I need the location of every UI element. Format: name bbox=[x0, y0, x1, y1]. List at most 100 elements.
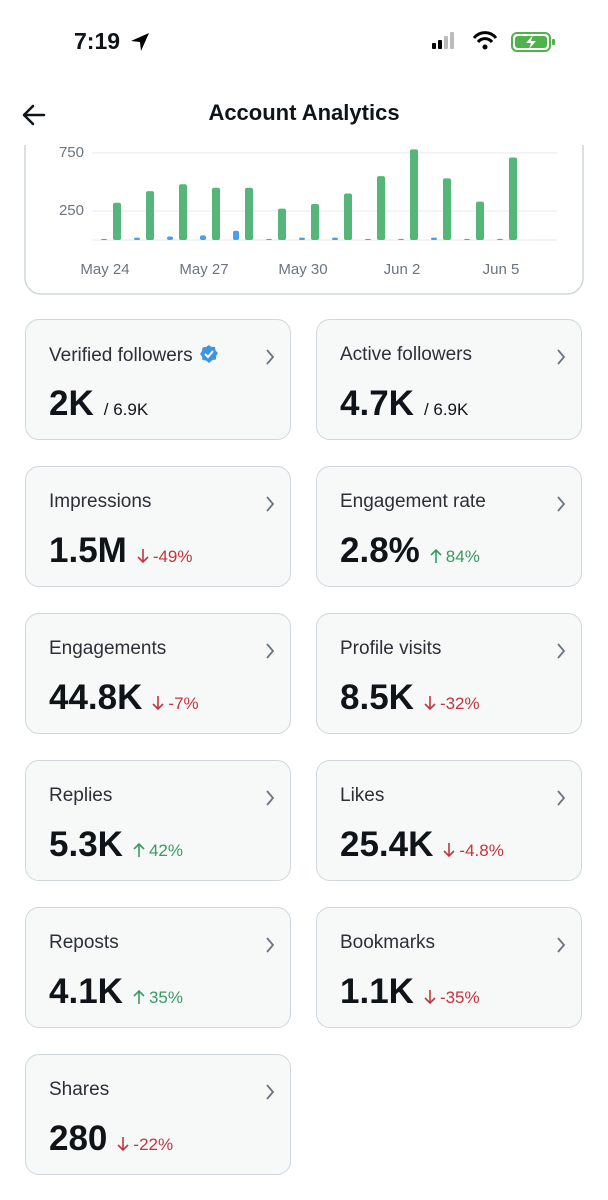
chevron bbox=[264, 1083, 276, 1106]
chevron-icon bbox=[266, 790, 275, 806]
chevron bbox=[555, 495, 567, 518]
metric-card[interactable]: Profile visits 8.5K -32% bbox=[316, 613, 582, 734]
chevron bbox=[555, 936, 567, 959]
bar bbox=[344, 193, 352, 240]
status-time: 7:19 bbox=[74, 28, 121, 54]
metric-value-row: 1.5M -49% bbox=[49, 531, 193, 571]
bar bbox=[377, 176, 385, 240]
chevron-icon bbox=[266, 1084, 275, 1100]
metric-label-text: Engagement rate bbox=[340, 491, 486, 512]
chevron bbox=[555, 789, 567, 812]
metric-change: 42% bbox=[133, 841, 183, 860]
metric-label: Engagement rate bbox=[340, 491, 486, 513]
bar bbox=[509, 157, 517, 240]
chevron-icon bbox=[266, 496, 275, 512]
metric-value: 1.1K bbox=[340, 972, 414, 1011]
metric-value-row: 1.1K -35% bbox=[340, 972, 480, 1012]
metric-card[interactable]: Replies 5.3K 42% bbox=[25, 760, 291, 881]
metric-card[interactable]: Engagement rate 2.8% 84% bbox=[316, 466, 582, 587]
metric-card[interactable]: Bookmarks 1.1K -35% bbox=[316, 907, 582, 1028]
metric-change: 84% bbox=[430, 547, 480, 566]
metric-label-text: Shares bbox=[49, 1079, 110, 1100]
metric-label-text: Likes bbox=[340, 785, 385, 806]
metric-value-row: 44.8K -7% bbox=[49, 678, 199, 718]
metric-value: 4.1K bbox=[49, 972, 123, 1011]
bar bbox=[431, 237, 437, 240]
chevron-icon bbox=[557, 790, 566, 806]
bar bbox=[410, 149, 418, 240]
metric-label: Active followers bbox=[340, 344, 472, 366]
metric-label-text: Impressions bbox=[49, 491, 152, 512]
arrow-up bbox=[133, 842, 145, 857]
metric-change-text: -35% bbox=[439, 988, 480, 1007]
x-tick-label: Jun 2 bbox=[384, 261, 421, 278]
metric-change: -32% bbox=[424, 694, 480, 713]
metric-change: -35% bbox=[424, 988, 480, 1007]
metric-label-text: Active followers bbox=[340, 344, 472, 365]
metric-change-text: -7% bbox=[168, 694, 199, 713]
metric-value: 2.8% bbox=[340, 531, 420, 570]
metric-value: 4.7K bbox=[340, 384, 414, 423]
chevron-icon bbox=[266, 349, 275, 365]
bar bbox=[497, 238, 503, 240]
metric-change: -22% bbox=[117, 1135, 173, 1154]
metric-card[interactable]: Reposts 4.1K 35% bbox=[25, 907, 291, 1028]
metric-change-text: -22% bbox=[133, 1135, 174, 1154]
metric-value-row: 4.1K 35% bbox=[49, 972, 183, 1012]
metric-card[interactable]: Active followers 4.7K / 6.9K bbox=[316, 319, 582, 440]
bar bbox=[443, 178, 451, 240]
metric-value: 280 bbox=[49, 1119, 108, 1158]
bar bbox=[278, 208, 286, 240]
metric-change: 35% bbox=[133, 988, 183, 1007]
arrow-down bbox=[137, 549, 149, 564]
metric-card[interactable]: Engagements 44.8K -7% bbox=[25, 613, 291, 734]
metric-total: / 6.9K bbox=[103, 400, 149, 419]
metric-value: 44.8K bbox=[49, 678, 143, 717]
bar bbox=[113, 202, 121, 240]
chevron-icon bbox=[557, 643, 566, 659]
bar bbox=[167, 236, 173, 240]
bar bbox=[398, 238, 404, 240]
bar bbox=[146, 191, 154, 240]
bar bbox=[299, 237, 305, 240]
metric-card[interactable]: Verified followers 2K / 6.9K bbox=[25, 319, 291, 440]
arrow-down bbox=[424, 990, 436, 1005]
chevron bbox=[264, 789, 276, 812]
metric-total: / 6.9K bbox=[423, 400, 469, 419]
metric-card[interactable]: Shares 280 -22% bbox=[25, 1054, 291, 1175]
metric-value: 25.4K bbox=[340, 825, 434, 864]
bar bbox=[101, 238, 107, 240]
metric-change-text: -32% bbox=[439, 694, 480, 713]
metric-change: -7% bbox=[152, 694, 199, 713]
x-tick-label: May 24 bbox=[80, 261, 129, 278]
metric-label-text: Replies bbox=[49, 785, 113, 806]
x-tick-label: May 30 bbox=[278, 261, 327, 278]
bar bbox=[365, 238, 371, 240]
metric-value: 8.5K bbox=[340, 678, 414, 717]
arrow-up bbox=[430, 548, 442, 563]
chevron-icon bbox=[557, 937, 566, 953]
bar bbox=[332, 237, 338, 240]
metric-value: 1.5M bbox=[49, 531, 127, 570]
metric-card[interactable]: Likes 25.4K -4.8% bbox=[316, 760, 582, 881]
metric-card[interactable]: Impressions 1.5M -49% bbox=[25, 466, 291, 587]
metric-value-row: 4.7K / 6.9K bbox=[340, 384, 468, 424]
chevron bbox=[264, 936, 276, 959]
metric-change-text: -4.8% bbox=[459, 841, 504, 860]
metric-label-text: Profile visits bbox=[340, 638, 442, 659]
metric-label: Impressions bbox=[49, 491, 151, 513]
metric-label: Shares bbox=[49, 1079, 109, 1101]
bar bbox=[311, 203, 319, 240]
metric-label: Profile visits bbox=[340, 638, 441, 660]
chart: 250 750 May 24 May 27 May 30 Jun 2 Jun 5 bbox=[24, 145, 584, 295]
bar bbox=[212, 187, 220, 240]
arrow-down bbox=[443, 843, 455, 858]
arrow-down bbox=[152, 696, 164, 711]
metric-change-text: 35% bbox=[148, 988, 183, 1007]
metric-value-row: 25.4K -4.8% bbox=[340, 825, 504, 865]
y-tick-label: 750 bbox=[59, 145, 84, 161]
arrow-up bbox=[133, 989, 145, 1004]
metric-label: Likes bbox=[340, 785, 384, 807]
back-button[interactable] bbox=[20, 102, 48, 128]
metric-value: 2K bbox=[49, 384, 94, 423]
